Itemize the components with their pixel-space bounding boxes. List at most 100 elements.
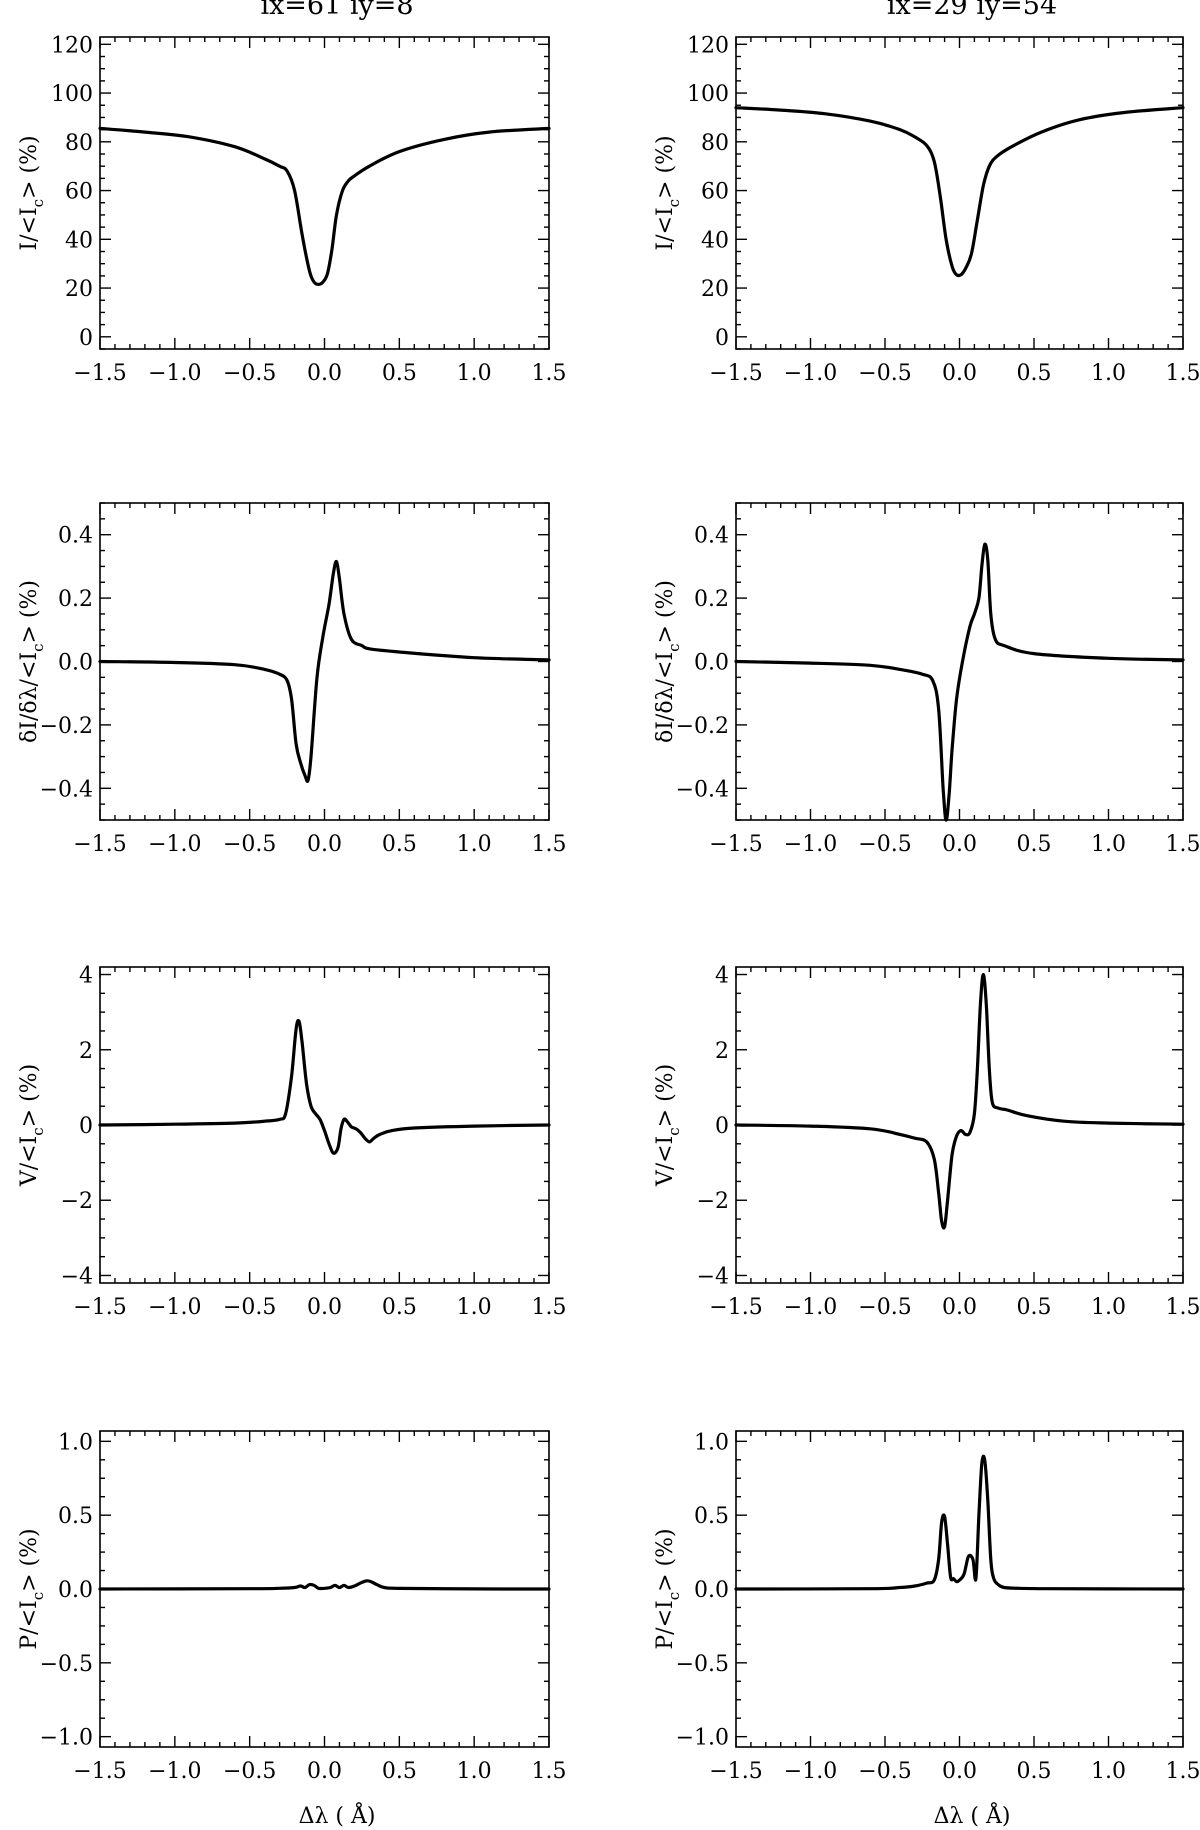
x-tick-label: 0.5	[1017, 832, 1052, 857]
y-tick-label: 0.2	[694, 587, 729, 612]
x-tick-label: 1.0	[1091, 832, 1126, 857]
x-tick-label: 0.0	[307, 1759, 342, 1784]
x-tick-label: −1.0	[148, 1759, 201, 1784]
x-tick-label: −0.5	[858, 832, 911, 857]
x-tick-label: −1.5	[73, 361, 126, 386]
y-tick-label: 100	[51, 82, 93, 107]
y-tick-label: −0.4	[676, 777, 729, 802]
x-tick-label: −1.0	[784, 832, 837, 857]
y-tick-label: 0.4	[58, 524, 93, 549]
x-tick-label: −0.5	[223, 1759, 276, 1784]
y-tick-label: 40	[65, 228, 93, 253]
y-tick-label: 1.0	[58, 1430, 93, 1455]
x-tick-label: 1.0	[1091, 1759, 1126, 1784]
x-tick-label: −1.0	[784, 1759, 837, 1784]
series-line	[734, 972, 1185, 1230]
series-line	[734, 106, 1185, 278]
x-tick-label: 0.0	[307, 361, 342, 386]
x-tick-label: −0.5	[223, 361, 276, 386]
y-tick-label: 0	[79, 1114, 93, 1139]
x-tick-label: 1.5	[1166, 1295, 1200, 1320]
x-tick-label: 1.0	[1091, 361, 1126, 386]
y-tick-label: 2	[79, 1039, 93, 1064]
x-tick-label: 1.5	[1166, 361, 1200, 386]
x-tick-label: 0.0	[942, 1295, 977, 1320]
plot-frame	[735, 36, 1184, 350]
x-tick-label: −1.5	[73, 1295, 126, 1320]
y-tick-label: −0.5	[40, 1652, 93, 1677]
y-tick-label: −0.2	[40, 714, 93, 739]
y-axis-label: V/<Ic> (%)	[653, 1064, 683, 1187]
series-line	[98, 126, 551, 286]
panel-I-right: −1.5 −1.0 −0.5 0.0 0.5 1.0 1.5 0 20 40 60 80 100 120 I…	[653, 33, 1200, 386]
series-line	[98, 1579, 551, 1591]
x-tick-label: 0.0	[307, 1295, 342, 1320]
x-tick-label: −1.0	[784, 1295, 837, 1320]
panel-dI-right: −1.5 −1.0 −0.5 0.0 0.5 1.0 1.5 −0.4 −0.2 0.0 0.2 0.…	[653, 502, 1200, 857]
y-tick-label: 0.2	[58, 587, 93, 612]
x-tick-label: −0.5	[858, 361, 911, 386]
y-tick-label: −0.4	[40, 777, 93, 802]
x-tick-label: 0.5	[382, 1295, 417, 1320]
y-axis-label: P/<Ic> (%)	[17, 1528, 47, 1649]
x-tick-label: 1.0	[1091, 1295, 1126, 1320]
x-tick-label: −0.5	[858, 1759, 911, 1784]
x-tick-label: 0.5	[1017, 1295, 1052, 1320]
panel-P-left: −1.5 −1.0 −0.5 0.0 0.5 1.0 1.5 −1.0 −0.5 0.0 0.5 1.…	[17, 1430, 567, 1784]
y-tick-label: −1.0	[676, 1726, 729, 1751]
y-tick-label: −2	[697, 1189, 729, 1214]
x-tick-label: 0.0	[307, 832, 342, 857]
x-tick-label: −0.5	[858, 1295, 911, 1320]
y-tick-label: 80	[701, 131, 729, 156]
x-tick-label: −1.5	[709, 1759, 762, 1784]
y-tick-label: 60	[65, 180, 93, 205]
x-axis-label-left: Δλ ( Å)	[299, 1801, 376, 1829]
y-axis-label: V/<Ic> (%)	[17, 1064, 47, 1187]
x-tick-label: −1.0	[148, 361, 201, 386]
y-tick-label: 0.4	[694, 524, 729, 549]
y-tick-label: −0.2	[676, 714, 729, 739]
x-tick-label: −0.5	[223, 832, 276, 857]
y-axis-label: δI/δλ/<Ic> (%)	[17, 580, 47, 743]
panel-V-right: −1.5 −1.0 −0.5 0.0 0.5 1.0 1.5 −4 −2 0 2 4 V/<Ic> (%…	[653, 964, 1200, 1320]
y-axis-label: P/<Ic> (%)	[653, 1528, 683, 1649]
y-tick-label: 20	[701, 277, 729, 302]
x-tick-label: −1.5	[73, 832, 126, 857]
y-tick-label: −4	[697, 1264, 729, 1289]
y-tick-label: 0.5	[58, 1504, 93, 1529]
x-tick-label: 1.0	[457, 361, 492, 386]
series-line	[98, 559, 551, 783]
x-tick-label: −1.5	[709, 832, 762, 857]
series-line	[734, 1454, 1185, 1591]
y-axis-label: δI/δλ/<Ic> (%)	[653, 580, 683, 743]
x-tick-label: 0.0	[942, 1759, 977, 1784]
y-tick-label: 0.0	[694, 1578, 729, 1603]
column-title-left: ix=61 iy=8	[260, 0, 413, 21]
y-tick-label: 0	[715, 326, 729, 351]
y-tick-label: −4	[61, 1264, 93, 1289]
x-axis-label-right: Δλ ( Å)	[934, 1801, 1011, 1829]
y-tick-label: 1.0	[694, 1430, 729, 1455]
x-tick-label: 1.5	[1166, 1759, 1200, 1784]
y-tick-label: −1.0	[40, 1726, 93, 1751]
y-tick-label: 120	[51, 33, 93, 58]
x-tick-label: 1.5	[532, 361, 567, 386]
panel-I-left: −1.5 −1.0 −0.5 0.0 0.5 1.0 1.5 0 20 40 60 80 100 120 I…	[17, 33, 567, 386]
panel-V-left: −1.5 −1.0 −0.5 0.0 0.5 1.0 1.5 −4 −2 0 2 4 V/<Ic> (%…	[17, 964, 567, 1320]
y-tick-label: 4	[79, 964, 93, 989]
x-tick-label: 0.5	[382, 361, 417, 386]
plot-panels: −1.5 −1.0 −0.5 0.0 0.5 1.0 1.5020406080100120I…	[17, 33, 1200, 1784]
y-tick-label: 40	[701, 228, 729, 253]
y-tick-label: −2	[61, 1189, 93, 1214]
x-tick-label: −1.5	[709, 1295, 762, 1320]
x-tick-label: 1.5	[532, 1759, 567, 1784]
y-axis-label: I/<Ic> (%)	[653, 135, 683, 250]
x-tick-label: 1.0	[457, 832, 492, 857]
x-tick-label: −0.5	[223, 1295, 276, 1320]
x-tick-label: 1.5	[532, 832, 567, 857]
x-tick-label: 0.0	[942, 832, 977, 857]
panel-P-right: −1.5 −1.0 −0.5 0.0 0.5 1.0 1.5 −1.0 −0.5 0.0 0.5 1.…	[653, 1430, 1200, 1784]
x-tick-label: 0.0	[942, 361, 977, 386]
y-tick-label: 0.0	[58, 1578, 93, 1603]
